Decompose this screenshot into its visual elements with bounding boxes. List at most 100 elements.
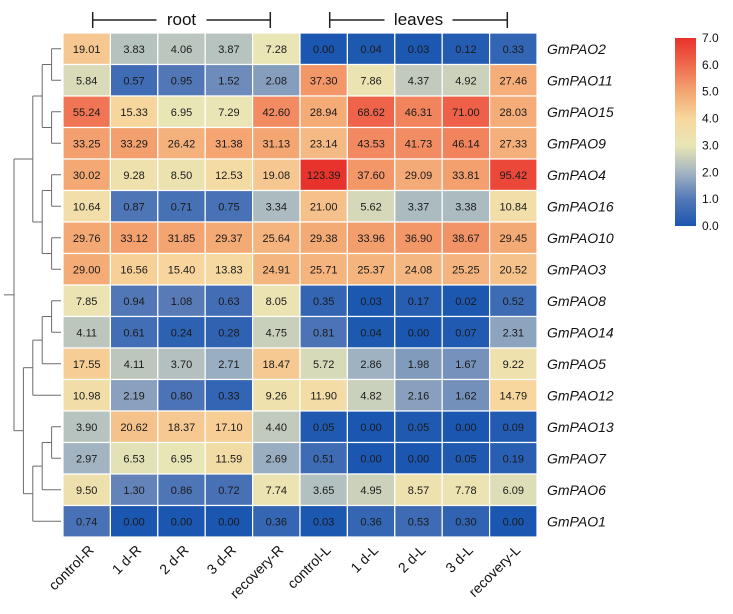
heatmap-cell — [204, 410, 254, 444]
heatmap-cell — [489, 252, 538, 286]
cell-value-label: 0.05 — [408, 422, 429, 434]
heatmap-cell — [109, 63, 159, 97]
gene-label: GmPAO8 — [547, 293, 606, 309]
cell-value-label: 3.65 — [313, 485, 334, 497]
heatmap-cell — [489, 95, 538, 129]
heatmap-cell — [489, 315, 538, 349]
cell-value-label: 33.25 — [73, 138, 101, 150]
cell-value-label: 21.00 — [310, 201, 338, 213]
cell-value-label: 9.28 — [123, 170, 144, 182]
cell-value-label: 36.90 — [405, 233, 433, 245]
heatmap-cell — [346, 221, 396, 255]
cell-value-label: 28.94 — [310, 107, 338, 119]
cell-value-label: 7.78 — [455, 485, 476, 497]
cell-value-label: 27.33 — [500, 138, 528, 150]
cell-value-label: 123.39 — [307, 170, 341, 182]
heatmap-cell — [441, 158, 491, 192]
cell-value-label: 30.02 — [73, 170, 101, 182]
heatmap-cell — [441, 410, 491, 444]
cell-value-label: 4.75 — [266, 327, 287, 339]
heatmap-cell — [346, 378, 396, 412]
cell-value-label: 0.36 — [360, 516, 381, 528]
heatmap-cell — [441, 504, 491, 538]
cell-value-label: 4.06 — [171, 44, 192, 56]
heatmap-cell — [157, 95, 206, 129]
cell-value-label: 18.47 — [263, 359, 291, 371]
heatmap-cell — [252, 158, 301, 192]
cell-value-label: 11.59 — [216, 453, 243, 465]
condition-label: 1 d-L — [347, 542, 381, 576]
cell-value-label: 29.38 — [310, 233, 338, 245]
gene-labels: GmPAO2 GmPAO11 GmPAO15 GmPAO9 GmPAO4 GmPAO16 G… — [547, 41, 614, 530]
cell-value-label: 0.63 — [218, 296, 239, 308]
legend-color-bar — [675, 38, 696, 226]
condition-label: 3 d-L — [442, 542, 476, 576]
heatmap-cell — [489, 504, 538, 538]
cell-value-label: 41.73 — [405, 138, 433, 150]
heatmap-cell — [346, 189, 396, 223]
heatmap-cell — [489, 441, 538, 475]
heatmap-cell — [109, 284, 159, 318]
cell-value-label: 1.52 — [218, 75, 239, 87]
heatmap-cell — [394, 473, 443, 507]
cell-value-label: 0.03 — [313, 516, 334, 528]
heatmap-cell — [346, 63, 396, 97]
group-label-bg — [384, 9, 453, 29]
heatmap-cell — [346, 158, 396, 192]
cell-value-label: 0.52 — [503, 296, 524, 308]
cell-value-label: 4.95 — [360, 485, 381, 497]
cell-value-label: 38.67 — [452, 233, 480, 245]
condition-label: recovery-L — [465, 542, 523, 600]
heatmap-cell — [489, 284, 538, 318]
gene-label: GmPAO7 — [547, 450, 607, 466]
cell-value-label: 13.83 — [215, 264, 243, 276]
heatmap-cells: 19.01 3.83 4.06 3.87 7.28 0.00 0.04 0.03 0.12 0.3… — [62, 32, 538, 538]
cell-value-label: 25.64 — [263, 233, 291, 245]
cell-value-label: 0.33 — [218, 390, 239, 402]
cell-value-label: 0.05 — [455, 453, 476, 465]
heatmap-cell — [62, 158, 112, 192]
heatmap-cell — [109, 252, 159, 286]
heatmap-cell — [394, 441, 443, 475]
gene-label: GmPAO2 — [547, 41, 606, 57]
cell-value-label: 5.62 — [360, 201, 381, 213]
cell-value-label: 0.19 — [503, 453, 524, 465]
cell-value-label: 5.84 — [76, 75, 97, 87]
cell-value-label: 27.46 — [500, 75, 528, 87]
cell-value-label: 1.62 — [455, 390, 476, 402]
cell-value-label: 0.02 — [455, 296, 476, 308]
cell-value-label: 15.40 — [168, 264, 196, 276]
condition-label: 1 d-R — [109, 542, 145, 578]
cell-value-label: 37.30 — [310, 75, 338, 87]
heatmap-cell — [299, 63, 349, 97]
gene-label: GmPAO15 — [547, 104, 614, 120]
heatmap-cell — [346, 95, 396, 129]
heatmap-cell — [394, 158, 443, 192]
heatmap-cell — [441, 473, 491, 507]
cell-value-label: 19.08 — [263, 170, 291, 182]
cell-value-label: 43.53 — [357, 138, 385, 150]
cell-value-label: 6.09 — [503, 485, 524, 497]
heatmap-cell — [62, 410, 112, 444]
heatmap-cell — [252, 315, 301, 349]
cell-value-label: 23.14 — [310, 138, 338, 150]
heatmap-cell — [157, 221, 206, 255]
cell-value-label: 4.11 — [124, 359, 145, 371]
legend-tick-label: 4.0 — [702, 112, 719, 126]
heatmap-cell — [252, 504, 301, 538]
legend-tick-label: 6.0 — [702, 58, 719, 72]
cell-value-label: 4.40 — [266, 422, 287, 434]
cell-value-label: 55.24 — [73, 107, 101, 119]
cell-value-label: 0.28 — [218, 327, 239, 339]
row-dendrogram — [4, 48, 61, 522]
cell-value-label: 0.87 — [123, 201, 144, 213]
heatmap-cell — [157, 441, 206, 475]
cell-value-label: 0.81 — [313, 327, 334, 339]
cell-value-label: 7.29 — [218, 107, 239, 119]
condition-label: control-L — [284, 542, 334, 592]
gene-label: GmPAO4 — [547, 167, 606, 183]
cell-value-label: 0.24 — [171, 327, 192, 339]
cell-value-label: 7.85 — [76, 296, 97, 308]
cell-value-label: 0.75 — [218, 201, 239, 213]
legend-tick-label: 5.0 — [702, 85, 719, 99]
